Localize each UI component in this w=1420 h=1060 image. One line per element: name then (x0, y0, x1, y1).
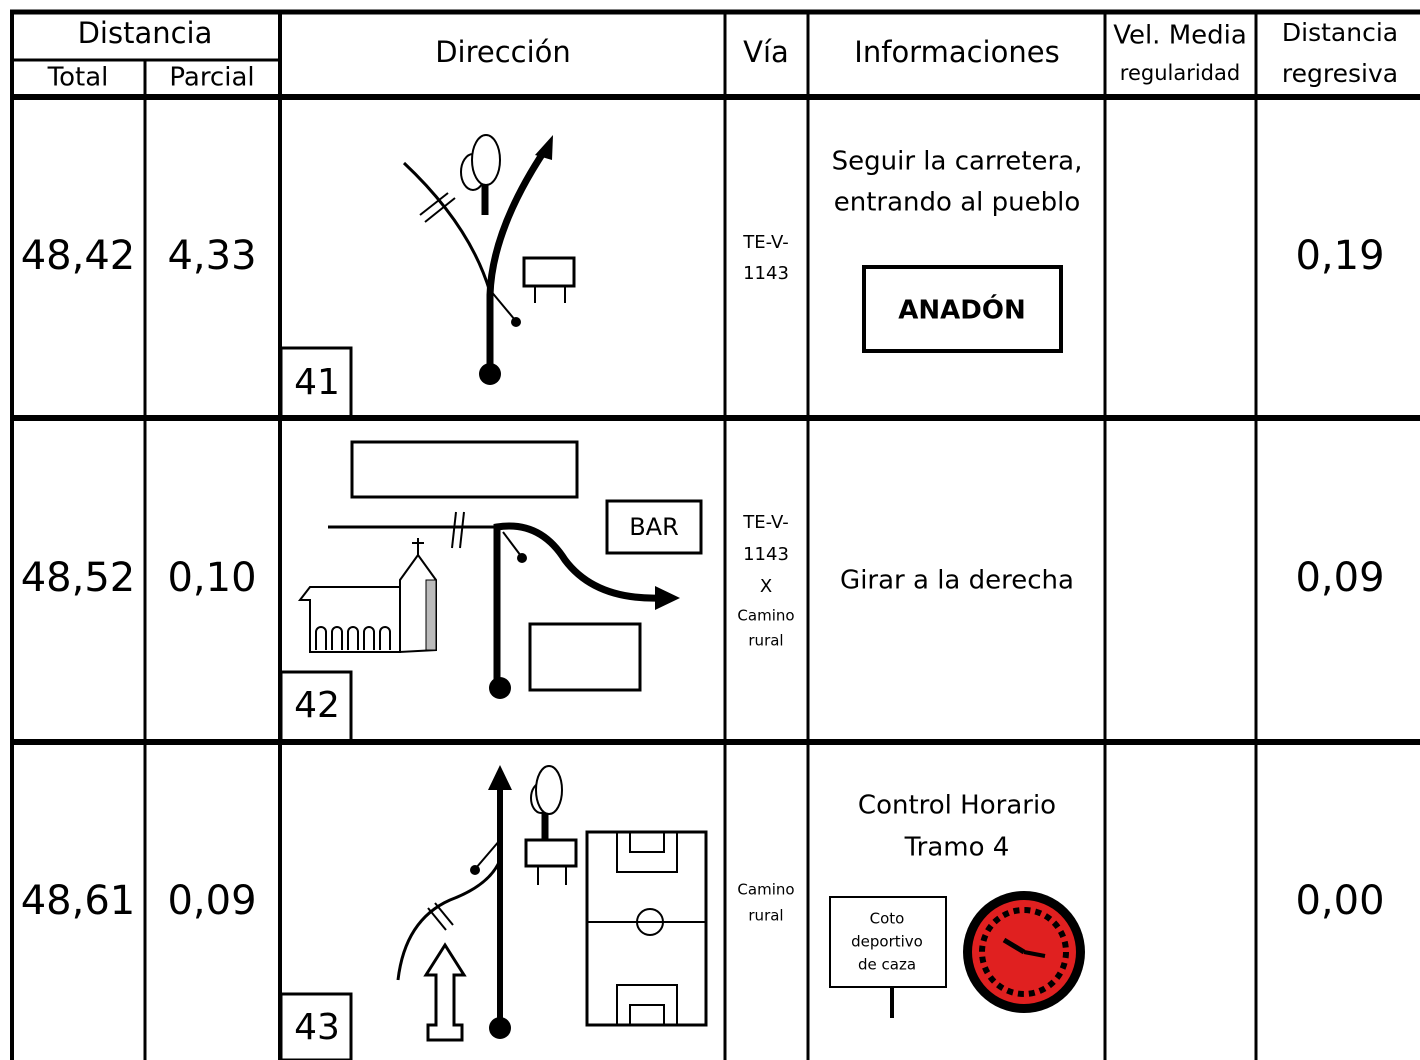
row: 48,42 4,33 41 TE-V- 1143 Seguir la carre… (21, 134, 1385, 403)
town-name: ANADÓN (898, 294, 1025, 326)
header: Distancia Total Parcial Dirección Vía In… (47, 16, 1398, 93)
header-text: Vel. Media (1113, 21, 1247, 51)
town-sign (862, 265, 1063, 353)
header-text: Parcial (169, 63, 254, 93)
via: X (760, 576, 772, 597)
step-number: 42 (294, 685, 340, 726)
total: 48,42 (21, 233, 136, 279)
via: rural (748, 632, 783, 650)
row: 48,52 0,10 42 TE-V- 1143 X Camino rural … (21, 440, 1385, 726)
info: Control Horario (858, 791, 1056, 821)
diagram: BAR (297, 440, 703, 699)
info: Girar a la derecha (840, 566, 1074, 596)
via: Camino (737, 607, 794, 625)
header-text: Dirección (435, 35, 571, 69)
info: entrando al pueblo (834, 188, 1080, 218)
via: 1143 (743, 263, 789, 284)
parcial: 0,09 (167, 878, 256, 924)
via: Camino (737, 881, 794, 899)
header-text: regresiva (1282, 59, 1398, 88)
grid (10, 9, 1420, 1060)
total: 48,61 (21, 878, 136, 924)
regresiva: 0,09 (1295, 555, 1384, 601)
total: 48,52 (21, 555, 136, 601)
header-text: regularidad (1120, 61, 1240, 85)
header-text: Total (47, 63, 109, 93)
clock-icon (963, 891, 1085, 1013)
header-text: Informaciones (854, 35, 1059, 69)
header-text: Distancia (78, 16, 213, 50)
via: rural (748, 907, 783, 925)
regresiva: 0,19 (1295, 233, 1384, 279)
sign-text: Coto (870, 910, 905, 928)
via: TE-V- (742, 512, 789, 533)
regresiva: 0,00 (1295, 878, 1384, 924)
header-text: Vía (743, 35, 789, 69)
info: Seguir la carretera, (832, 147, 1083, 177)
parcial: 0,10 (167, 555, 256, 601)
step-number: 43 (294, 1007, 340, 1048)
via: 1143 (743, 544, 789, 565)
sign-text: deportivo (851, 933, 923, 951)
hunting-sign (829, 896, 947, 988)
header-text: Distancia (1282, 18, 1398, 47)
via: TE-V- (742, 232, 789, 253)
step-number: 41 (294, 362, 340, 403)
parcial: 4,33 (167, 233, 256, 279)
sign-text: de caza (858, 956, 916, 974)
row: 48,61 0,09 43 Camino rural Control Horar… (21, 765, 1385, 1048)
diagram (402, 134, 576, 385)
bar-sign: BAR (629, 513, 679, 541)
diagram (396, 765, 708, 1042)
info: Tramo 4 (904, 833, 1010, 863)
